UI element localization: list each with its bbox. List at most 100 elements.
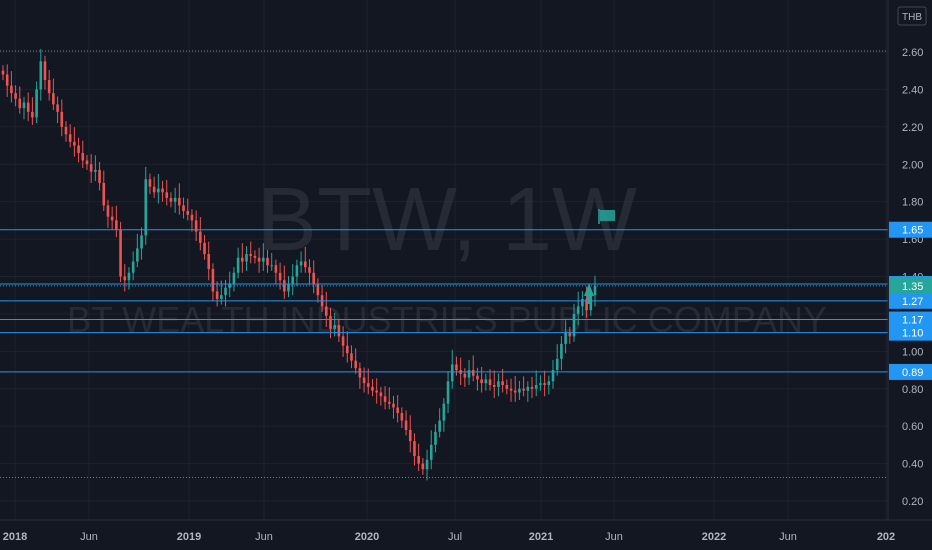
candle-body <box>5 74 9 86</box>
candle-body <box>471 370 475 376</box>
time-tick-label: Jun <box>779 531 797 543</box>
candle-body <box>215 291 219 299</box>
current-price-value: 1.35 <box>902 281 923 293</box>
currency-badge[interactable]: THB <box>897 6 927 26</box>
candle-body <box>278 272 282 281</box>
candle-body <box>396 407 399 414</box>
price-tick-label: 0.20 <box>902 496 923 508</box>
watermark-symbol: BTW, 1W <box>257 170 637 270</box>
current-price-box <box>889 277 932 294</box>
candle-body <box>530 386 534 389</box>
time-tick-label: Jun <box>80 531 98 543</box>
candle-body <box>392 403 395 408</box>
candle-body <box>593 285 597 296</box>
candle-body <box>333 325 336 329</box>
candle-body <box>47 80 51 94</box>
level-label: 1.27 <box>902 296 923 308</box>
candle-body <box>77 145 80 154</box>
candle-body <box>341 336 345 346</box>
candle-body <box>52 93 55 105</box>
candle-body <box>283 280 286 292</box>
candle-body <box>518 388 521 393</box>
candle-body <box>194 220 198 232</box>
candle-body <box>354 360 357 369</box>
candle-body <box>539 383 542 386</box>
candle-body <box>39 61 43 90</box>
price-tick-label: 2.00 <box>902 159 923 171</box>
candle-body <box>140 235 143 249</box>
candle-body <box>127 272 131 281</box>
level-label: 1.17 <box>902 315 923 327</box>
candle-body <box>379 392 383 397</box>
candle-body <box>303 261 307 268</box>
candle-body <box>513 390 517 393</box>
time-tick-label: 2021 <box>529 531 553 543</box>
candle-body <box>26 102 30 112</box>
candle-body <box>555 358 559 371</box>
time-tick-label: 2022 <box>702 531 726 543</box>
price-tick-label: 1.80 <box>902 197 923 209</box>
time-tick-label: Jun <box>605 531 623 543</box>
candle-body <box>463 373 467 378</box>
horizontal-levels[interactable] <box>0 229 888 373</box>
candle-body <box>467 370 471 378</box>
candle-body <box>266 257 269 266</box>
price-tick-label: 2.60 <box>902 47 923 59</box>
candle-body <box>480 379 483 384</box>
time-tick-label: 2020 <box>355 531 379 543</box>
candle-body <box>148 179 152 187</box>
candle-body <box>64 126 68 135</box>
candle-body <box>190 214 194 221</box>
candle-body <box>324 306 328 316</box>
candle-body <box>94 169 97 172</box>
candle-body <box>98 169 101 183</box>
price-axis[interactable]: 2.602.402.202.001.801.601.401.000.800.60… <box>902 47 923 508</box>
candle-body <box>295 265 299 277</box>
candle-body <box>178 197 181 206</box>
level-label: 0.89 <box>902 367 923 379</box>
candle-body <box>438 420 441 432</box>
candle-body <box>123 276 127 281</box>
candle-body <box>299 261 303 266</box>
candle-body <box>576 306 580 314</box>
level-label-box <box>889 311 932 328</box>
candle-body <box>350 353 353 361</box>
candle-body <box>371 386 374 391</box>
candle-body <box>526 386 530 391</box>
candle-body <box>505 385 509 389</box>
candle-body <box>169 197 173 202</box>
price-tick-label: 1.00 <box>902 346 923 358</box>
price-tick-label: 0.60 <box>902 421 923 433</box>
candle-body <box>337 325 341 337</box>
candle-body <box>10 85 13 94</box>
candle-body <box>173 197 177 202</box>
level-label-box <box>889 221 932 238</box>
current-price-label: 1.35 <box>0 277 932 294</box>
time-tick-label: 2018 <box>3 531 27 543</box>
time-tick-label: Jul <box>448 531 462 543</box>
candle-body <box>492 385 496 387</box>
level-label: 1.10 <box>902 328 923 340</box>
candle-body <box>455 364 458 371</box>
candle-body <box>345 345 349 354</box>
flag-icon[interactable] <box>598 209 615 224</box>
candle-body <box>362 377 366 384</box>
candle-body <box>501 381 504 386</box>
candle-body <box>110 216 114 221</box>
candle-body <box>115 220 118 230</box>
candle-body <box>446 381 450 404</box>
candle-body <box>165 192 169 198</box>
candle-body <box>476 375 479 380</box>
candle-body <box>152 186 156 193</box>
candle-body <box>68 134 72 142</box>
candle-body <box>73 141 76 146</box>
candle-body <box>56 104 59 112</box>
price-tick-label: 2.20 <box>902 122 923 134</box>
candle-body <box>291 276 295 284</box>
time-axis[interactable]: 2018 Jun 2019 Jun 2020 Jul 2021 Jun 2022 Jun 202 <box>3 531 895 543</box>
candle-body <box>85 160 89 165</box>
candle-body <box>207 254 211 270</box>
candlesticks <box>1 49 597 481</box>
candle-body <box>81 153 85 161</box>
